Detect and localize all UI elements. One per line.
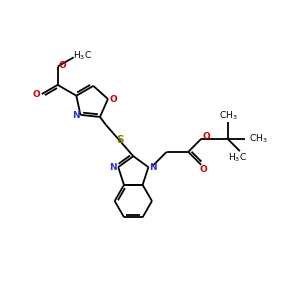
Text: O: O — [59, 61, 66, 70]
Text: O: O — [202, 132, 210, 141]
Text: CH$_3$: CH$_3$ — [219, 110, 238, 122]
Text: N: N — [149, 163, 157, 172]
Text: O: O — [199, 165, 207, 174]
Text: N: N — [72, 111, 79, 120]
Text: O: O — [110, 94, 118, 103]
Text: S: S — [116, 134, 123, 145]
Text: H$_3$C: H$_3$C — [73, 49, 92, 62]
Text: H$_3$C: H$_3$C — [229, 152, 247, 164]
Text: O: O — [32, 90, 40, 99]
Text: N: N — [110, 163, 117, 172]
Text: CH$_3$: CH$_3$ — [249, 133, 268, 145]
